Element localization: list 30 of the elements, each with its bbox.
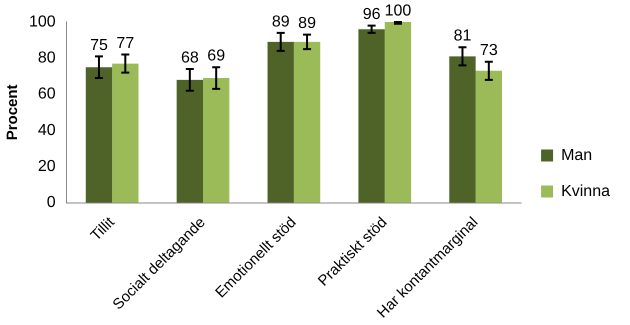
legend-label: Kvinna	[561, 182, 610, 200]
bar	[358, 29, 385, 203]
data-label: 69	[207, 48, 226, 65]
data-label: 75	[90, 36, 108, 54]
bar	[384, 22, 412, 203]
data-label: 89	[272, 13, 290, 30]
y-tick-label: 20	[38, 158, 56, 176]
data-label: 77	[116, 34, 134, 52]
legend-label: Man	[561, 146, 592, 164]
y-tick-label: 0	[46, 194, 56, 212]
data-label: 100	[384, 2, 412, 20]
data-label: 89	[298, 15, 316, 32]
bar	[203, 78, 230, 203]
bar	[86, 67, 112, 203]
y-tick-label: 40	[38, 122, 56, 139]
bar	[176, 80, 204, 203]
data-label: 73	[480, 42, 498, 60]
y-tick-label: 80	[38, 50, 56, 67]
data-label: 96	[362, 6, 381, 24]
x-tick-label: Tillit	[87, 213, 118, 244]
y-tick-label: 100	[28, 13, 56, 30]
bar	[294, 42, 320, 203]
y-axis-title: Procent	[4, 84, 22, 140]
data-label: 81	[454, 28, 472, 45]
data-label: 68	[180, 49, 199, 66]
y-tick-label: 60	[38, 86, 56, 103]
bar	[476, 70, 502, 203]
bar	[268, 42, 294, 203]
bar	[449, 56, 476, 203]
bar	[112, 64, 138, 203]
